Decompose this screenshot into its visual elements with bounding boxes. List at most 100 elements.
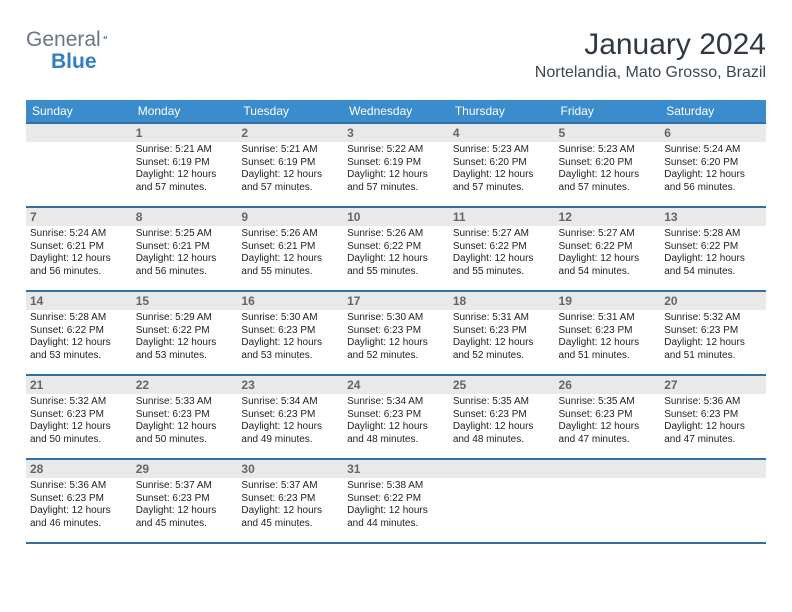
sunset-line: Sunset: 6:23 PM <box>347 325 445 338</box>
sunset-line: Sunset: 6:23 PM <box>241 409 339 422</box>
sunset-line: Sunset: 6:23 PM <box>241 493 339 506</box>
daylight-line: Daylight: 12 hours and 53 minutes. <box>241 337 339 362</box>
day-details: Sunrise: 5:37 AMSunset: 6:23 PMDaylight:… <box>132 478 238 534</box>
daylight-line: Daylight: 12 hours and 46 minutes. <box>30 505 128 530</box>
day-details: Sunrise: 5:35 AMSunset: 6:23 PMDaylight:… <box>555 394 661 450</box>
day-details: Sunrise: 5:34 AMSunset: 6:23 PMDaylight:… <box>237 394 343 450</box>
day-number: 20 <box>660 292 766 310</box>
sunset-line: Sunset: 6:22 PM <box>30 325 128 338</box>
sunrise-line: Sunrise: 5:30 AM <box>241 312 339 325</box>
calendar-body: 1Sunrise: 5:21 AM Sunset: 6:19 PM Daylight… <box>26 123 766 543</box>
calendar-cell: 23Sunrise: 5:34 AMSunset: 6:23 PMDayligh… <box>237 375 343 459</box>
day-details: Sunrise: 5:32 AMSunset: 6:23 PMDaylight:… <box>26 394 132 450</box>
daylight-line: Daylight: 12 hours and 56 minutes. <box>30 253 128 278</box>
daylight-line: Daylight: 12 hours and 57 minutes. <box>559 169 657 194</box>
daylight-line: Daylight: 12 hours and 48 minutes. <box>453 421 551 446</box>
day-number: 21 <box>26 376 132 394</box>
calendar-cell: 29Sunrise: 5:37 AMSunset: 6:23 PMDayligh… <box>132 459 238 543</box>
day-number: 29 <box>132 460 238 478</box>
day-number: 4 <box>449 124 555 142</box>
sunset-line: Sunset: 6:22 PM <box>664 241 762 254</box>
sunset-line: Sunset: 6:23 PM <box>347 409 445 422</box>
sunrise-line: Sunrise: 5:28 AM <box>664 228 762 241</box>
calendar-cell: 31Sunrise: 5:38 AMSunset: 6:22 PMDayligh… <box>343 459 449 543</box>
day-details: Sunrise: 5:26 AMSunset: 6:22 PMDaylight:… <box>343 226 449 282</box>
daylight-line: Daylight: 12 hours and 53 minutes. <box>136 337 234 362</box>
day-number: 3 <box>343 124 449 142</box>
day-number: 26 <box>555 376 661 394</box>
calendar-cell: 14Sunrise: 5:28 AMSunset: 6:22 PMDayligh… <box>26 291 132 375</box>
daylight-line: Daylight: 12 hours and 44 minutes. <box>347 505 445 530</box>
logo: General <box>26 28 125 52</box>
day-number: 15 <box>132 292 238 310</box>
sunrise-line: Sunrise: 5:35 AM <box>453 396 551 409</box>
sunset-line: Sunset: 6:19 PM <box>347 157 445 170</box>
calendar-cell: 20Sunrise: 5:32 AMSunset: 6:23 PMDayligh… <box>660 291 766 375</box>
calendar-row: 28Sunrise: 5:36 AMSunset: 6:23 PMDayligh… <box>26 459 766 543</box>
calendar-cell: 25Sunrise: 5:35 AMSunset: 6:23 PMDayligh… <box>449 375 555 459</box>
daylight-line: Daylight: 12 hours and 55 minutes. <box>241 253 339 278</box>
sunrise-line: Sunrise: 5:26 AM <box>241 228 339 241</box>
sunset-line: Sunset: 6:20 PM <box>664 157 762 170</box>
sunrise-line: Sunrise: 5:30 AM <box>347 312 445 325</box>
sunset-line: Sunset: 6:21 PM <box>30 241 128 254</box>
day-details: Sunrise: 5:31 AMSunset: 6:23 PMDaylight:… <box>449 310 555 366</box>
sunrise-line: Sunrise: 5:37 AM <box>241 480 339 493</box>
daylight-line: Daylight: 12 hours and 56 minutes. <box>664 169 762 194</box>
calendar-row: 21Sunrise: 5:32 AMSunset: 6:23 PMDayligh… <box>26 375 766 459</box>
sunrise-line: Sunrise: 5:27 AM <box>453 228 551 241</box>
calendar-cell: 4Sunrise: 5:23 AMSunset: 6:20 PMDaylight… <box>449 123 555 207</box>
day-details: Sunrise: 5:36 AMSunset: 6:23 PMDaylight:… <box>26 478 132 534</box>
calendar-cell: 6Sunrise: 5:24 AMSunset: 6:20 PMDaylight… <box>660 123 766 207</box>
sunrise-line: Sunrise: 5:28 AM <box>30 312 128 325</box>
daylight-line: Daylight: 12 hours and 48 minutes. <box>347 421 445 446</box>
day-number: 25 <box>449 376 555 394</box>
daylight-line: Daylight: 12 hours and 55 minutes. <box>453 253 551 278</box>
day-number <box>555 460 661 478</box>
title-block: January 2024 Nortelandia, Mato Grosso, B… <box>535 28 766 82</box>
calendar-cell: 15Sunrise: 5:29 AMSunset: 6:22 PMDayligh… <box>132 291 238 375</box>
day-details: Sunrise: 5:33 AMSunset: 6:23 PMDaylight:… <box>132 394 238 450</box>
daylight-line: Daylight: 12 hours and 54 minutes. <box>559 253 657 278</box>
day-number <box>660 460 766 478</box>
daylight-line: Daylight: 12 hours and 57 minutes. <box>241 169 339 194</box>
calendar-row: 1Sunrise: 5:21 AM Sunset: 6:19 PM Daylight… <box>26 123 766 207</box>
sunrise-line: Sunrise: 5:24 AM <box>30 228 128 241</box>
sunrise-line: Sunrise: 5:29 AM <box>136 312 234 325</box>
sunrise-line: Sunrise: 5:25 AM <box>136 228 234 241</box>
calendar-cell: 5Sunrise: 5:23 AMSunset: 6:20 PMDaylight… <box>555 123 661 207</box>
day-details: Sunrise: 5:36 AMSunset: 6:23 PMDaylight:… <box>660 394 766 450</box>
weekday-row: SundayMondayTuesdayWednesdayThursdayFrid… <box>26 100 766 123</box>
calendar-cell: 2Sunrise: 5:21 AMSunset: 6:19 PMDaylight… <box>237 123 343 207</box>
sunrise-line: Sunrise: 5:36 AM <box>664 396 762 409</box>
day-details: Sunrise: 5:31 AMSunset: 6:23 PMDaylight:… <box>555 310 661 366</box>
calendar-cell: 9Sunrise: 5:26 AMSunset: 6:21 PMDaylight… <box>237 207 343 291</box>
calendar-cell: 12Sunrise: 5:27 AMSunset: 6:22 PMDayligh… <box>555 207 661 291</box>
day-details: Sunrise: 5:27 AMSunset: 6:22 PMDaylight:… <box>449 226 555 282</box>
calendar-cell: 17Sunrise: 5:30 AMSunset: 6:23 PMDayligh… <box>343 291 449 375</box>
sunrise-line: Sunrise: 5:37 AM <box>136 480 234 493</box>
daylight-line: Daylight: 12 hours and 52 minutes. <box>347 337 445 362</box>
day-details: Sunrise: 5:34 AMSunset: 6:23 PMDaylight:… <box>343 394 449 450</box>
day-details: Sunrise: 5:38 AMSunset: 6:22 PMDaylight:… <box>343 478 449 534</box>
day-number: 27 <box>660 376 766 394</box>
day-number: 8 <box>132 208 238 226</box>
header: General January 2024 Nortelandia, Mato G… <box>26 28 766 82</box>
sunset-line: Sunset: 6:23 PM <box>559 409 657 422</box>
sunrise-line: Sunrise: 5:31 AM <box>453 312 551 325</box>
daylight-line: Daylight: 12 hours and 47 minutes. <box>664 421 762 446</box>
day-details: Sunrise: 5:22 AMSunset: 6:19 PMDaylight:… <box>343 142 449 198</box>
calendar-cell: 21Sunrise: 5:32 AMSunset: 6:23 PMDayligh… <box>26 375 132 459</box>
sunset-line: Sunset: 6:21 PM <box>241 241 339 254</box>
daylight-line: Daylight: 12 hours and 47 minutes. <box>559 421 657 446</box>
location: Nortelandia, Mato Grosso, Brazil <box>535 64 766 82</box>
daylight-line: Daylight: 12 hours and 56 minutes. <box>136 253 234 278</box>
sunrise-line: Sunrise: 5:21 AM <box>241 144 339 157</box>
calendar-cell: 30Sunrise: 5:37 AMSunset: 6:23 PMDayligh… <box>237 459 343 543</box>
day-number: 1 <box>132 124 238 142</box>
calendar-cell: 28Sunrise: 5:36 AMSunset: 6:23 PMDayligh… <box>26 459 132 543</box>
month-title: January 2024 <box>535 28 766 62</box>
sunset-line: Sunset: 6:23 PM <box>453 325 551 338</box>
calendar-cell <box>449 459 555 543</box>
day-details: Sunrise: 5:37 AMSunset: 6:23 PMDaylight:… <box>237 478 343 534</box>
